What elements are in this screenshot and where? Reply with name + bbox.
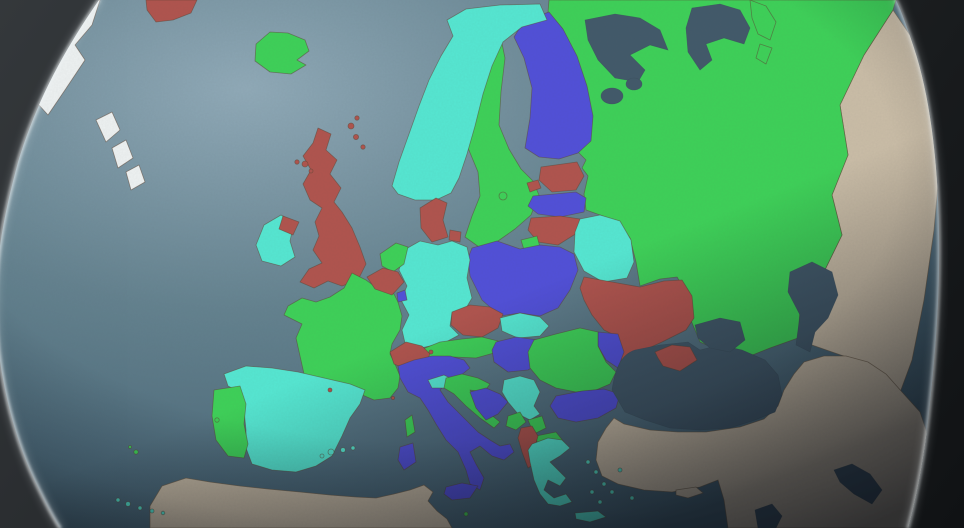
atmosphere-rim bbox=[0, 0, 943, 528]
